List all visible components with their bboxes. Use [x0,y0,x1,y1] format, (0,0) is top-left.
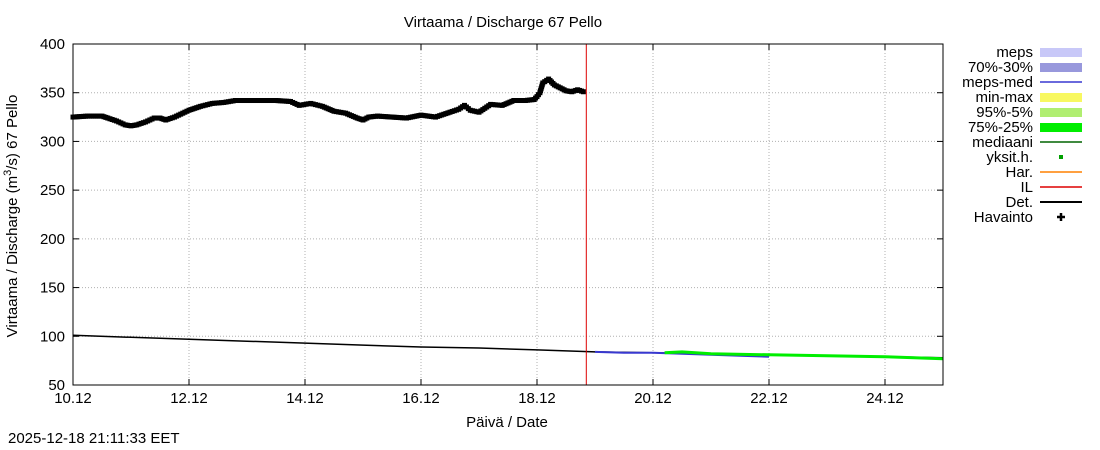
legend-label: Havainto [974,209,1033,226]
generated-timestamp: 2025-12-18 21:11:33 EET [8,430,180,447]
series-75-25 [664,350,944,361]
series-layer [70,76,944,361]
x-tick-label: 12.12 [170,390,208,407]
x-tick-label: 10.12 [54,390,92,407]
y-tick-label: 250 [40,182,65,199]
observation-point [580,89,586,95]
legend-swatch [1040,63,1082,72]
y-label-text: /s) 67 Pello [4,95,21,170]
legend-swatch [1040,93,1082,102]
legend-label: 75%-25% [968,119,1033,136]
legend-entry-har: Har. [1005,164,1082,181]
y-tick-label: 50 [48,377,65,394]
legend-entry-meps-med: meps-med [962,74,1082,91]
axis-tick-labels: 50 100 150 200 250 300 350 400 10.12 12.12 14.12 16… [40,36,943,407]
legend-swatch [1040,123,1082,132]
y-tick-label: 350 [40,85,65,102]
x-tick-label: 24.12 [866,390,904,407]
legend-swatch [1059,155,1063,159]
x-axis-label: Päivä / Date [466,414,548,431]
legend: meps70%-30%meps-medmin-max95%-5%75%-25%m… [962,44,1082,226]
legend-swatch [1040,108,1082,117]
observation-series [70,76,586,129]
y-axis-label: Virtaama / Discharge (m3/s) 67 Pello [2,95,21,338]
y-tick-label: 200 [40,231,65,248]
legend-entry-min-max: min-max [975,89,1082,106]
x-tick-label: 16.12 [402,390,440,407]
y-tick-label: 100 [40,328,65,345]
legend-label: 95%-5% [976,104,1033,121]
x-tick-label: 14.12 [286,390,324,407]
legend-label: IL [1020,179,1033,196]
y-label-text: Virtaama / Discharge (m [4,176,21,337]
legend-entry-75-25: 75%-25% [968,119,1082,136]
legend-label: yksit.h. [986,149,1033,166]
grid [73,44,943,385]
plot-frame [72,43,944,386]
legend-label: meps [996,44,1033,61]
y-tick-label: 150 [40,280,65,297]
legend-entry-95-5: 95%-5% [976,104,1082,121]
legend-entry-mediaani: mediaani [972,134,1082,151]
y-label-superscript: 3 [2,170,14,176]
legend-swatch [1040,48,1082,57]
y-tick-label: 300 [40,133,65,150]
legend-entry-havainto: Havainto [974,209,1065,226]
x-tick-label: 20.12 [634,390,672,407]
legend-entry-il: IL [1020,179,1082,196]
legend-entry-det: Det. [1005,194,1082,211]
legend-label: Det. [1005,194,1033,211]
legend-entry-yksit-h: yksit.h. [986,149,1063,166]
legend-label: mediaani [972,134,1033,151]
chart-title: Virtaama / Discharge 67 Pello [404,14,602,31]
legend-label: Har. [1005,164,1033,181]
legend-label: meps-med [962,74,1033,91]
legend-label: min-max [975,89,1033,106]
legend-entry-70-30: 70%-30% [968,59,1082,76]
legend-entry-meps: meps [996,44,1082,61]
x-tick-label: 18.12 [518,390,556,407]
x-tick-label: 22.12 [750,390,788,407]
y-tick-label: 400 [40,36,65,53]
legend-label: 70%-30% [968,59,1033,76]
